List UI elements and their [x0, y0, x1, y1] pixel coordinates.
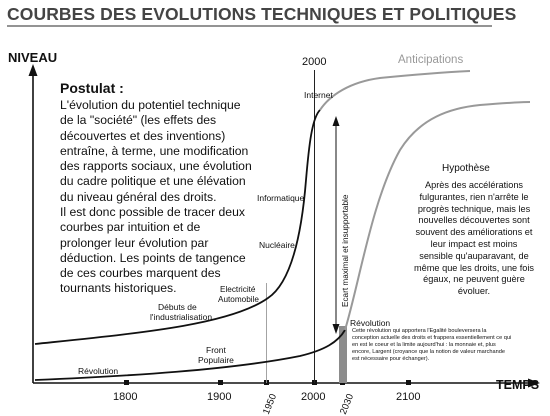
revolution-label-right: Révolution	[350, 318, 391, 328]
nucleaire-label: Nucléaire	[259, 240, 295, 250]
revolution-bar	[339, 326, 347, 383]
tick-1900	[218, 380, 223, 385]
technical-curve	[34, 109, 321, 345]
electricite-label: Electricité	[220, 285, 256, 294]
x-tick-label: 2100	[396, 391, 421, 403]
x-tick-label: 1800	[113, 391, 138, 403]
y-axis-arrow	[28, 64, 38, 76]
political-curve	[34, 329, 346, 381]
revolution-label-left: Révolution	[78, 366, 119, 376]
automobile-label: Automobile	[218, 295, 259, 304]
ecart-label: Ecart maximal et insupportable	[341, 194, 350, 307]
ecart-arrow-bottom	[332, 324, 340, 334]
ecart-arrow-top	[332, 116, 340, 126]
internet-label: Internet	[304, 90, 333, 100]
tick-2100	[406, 380, 411, 385]
anticipation-curve-political	[344, 101, 531, 331]
informatique-label: Informatique	[257, 193, 305, 203]
debuts-label-line2: l'industrialisation	[150, 312, 213, 322]
x-axis-label: TEMPS	[496, 378, 540, 392]
anticipation-curve-technical	[319, 70, 471, 111]
top-year-label: 2000	[302, 56, 327, 68]
revolution-note: Cette révolution qui apportera l'Egalité…	[352, 328, 512, 363]
debuts-label-line1: Débuts de	[158, 302, 197, 312]
x-tick-label: 1900	[207, 391, 232, 403]
front-populaire-line2: Populaire	[198, 355, 234, 365]
page-title: COURBES DES EVOLUTIONS TECHNIQUES ET POL…	[7, 4, 517, 24]
x-axis-arrow	[528, 378, 540, 388]
postulat-paragraph-2: Il est donc possible de tracer deux cour…	[60, 205, 246, 296]
y-axis-label: NIVEAU	[8, 50, 58, 65]
postulat-title: Postulat :	[60, 80, 124, 96]
hypothese-text: Après des accélérations fulgurantes, rie…	[414, 180, 535, 297]
anticipations-label: Anticipations	[398, 54, 464, 66]
postulat-paragraph-1: L'évolution du potentiel technique de la…	[60, 98, 252, 204]
hypothese-title: Hypothèse	[442, 163, 490, 174]
front-populaire-line1: Front	[206, 345, 226, 355]
x-tick-label: 2000	[301, 391, 326, 403]
tick-1800	[124, 380, 129, 385]
